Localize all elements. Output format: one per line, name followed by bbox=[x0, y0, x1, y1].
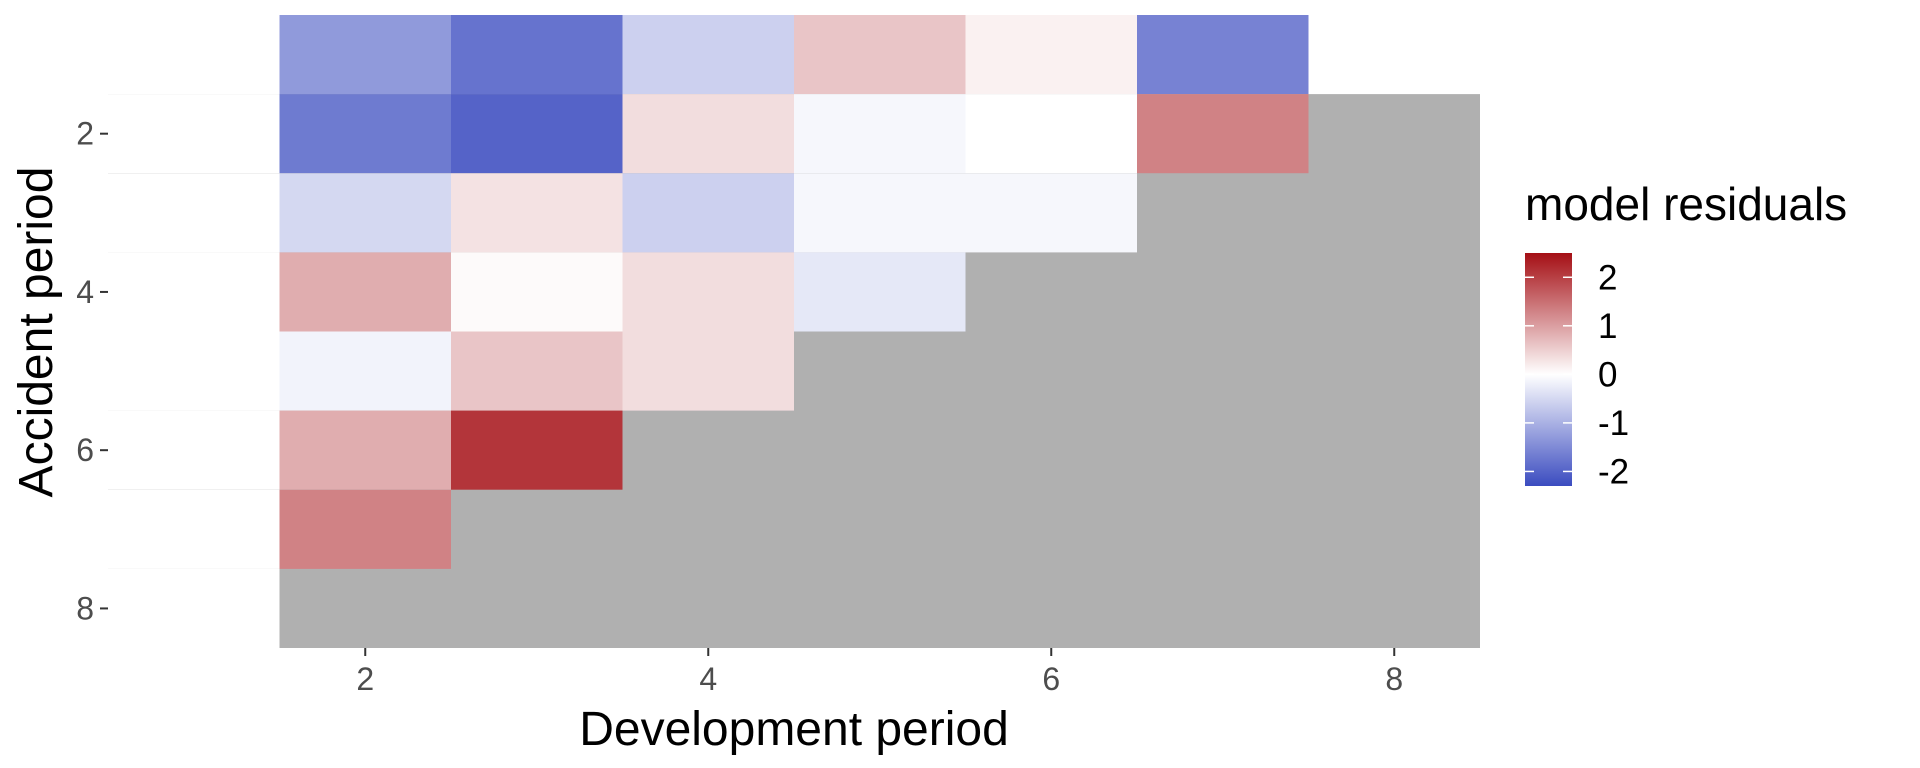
y-tick-label: 6 bbox=[76, 432, 94, 468]
heatmap-cell-dev1-acc5 bbox=[108, 331, 280, 411]
y-axis: 2 4 6 8 bbox=[76, 116, 108, 626]
heatmap-cell-dev2-acc6 bbox=[279, 410, 451, 490]
legend-break-label: -2 bbox=[1598, 452, 1629, 491]
heatmap-cell-dev2-acc3 bbox=[279, 173, 451, 253]
heatmap-cell-dev1-acc6 bbox=[108, 410, 280, 490]
x-axis: 2 4 6 8 bbox=[356, 648, 1403, 697]
heatmap-cell-dev5-acc4 bbox=[794, 252, 966, 332]
heatmap-cell-dev1-acc2 bbox=[108, 94, 280, 174]
heatmap-cells bbox=[108, 15, 1480, 648]
heatmap-cell-dev1-acc7 bbox=[108, 489, 280, 569]
heatmap-cell-dev3-acc3 bbox=[451, 173, 623, 253]
heatmap-cell-dev4-acc5 bbox=[622, 331, 794, 411]
heatmap-cell-dev3-acc2 bbox=[451, 94, 623, 174]
heatmap-cell-dev6-acc1 bbox=[965, 15, 1137, 95]
legend-title: model residuals bbox=[1525, 178, 1847, 230]
x-tick-label: 2 bbox=[356, 661, 374, 697]
heatmap-cell-dev1-acc4 bbox=[108, 252, 280, 332]
y-tick-label: 4 bbox=[76, 274, 94, 310]
y-tick-label: 2 bbox=[76, 116, 94, 152]
legend-ticks: 2 1 0 -1 -2 bbox=[1525, 258, 1629, 491]
heatmap-cell-dev6-acc3 bbox=[965, 173, 1137, 253]
legend-break-label: -1 bbox=[1598, 404, 1629, 443]
legend-break-label: 1 bbox=[1598, 307, 1617, 346]
x-tick-label: 6 bbox=[1042, 661, 1060, 697]
heatmap-cell-dev5-acc1 bbox=[794, 15, 966, 95]
heatmap-cell-dev3-acc4 bbox=[451, 252, 623, 332]
heatmap-cell-dev2-acc4 bbox=[279, 252, 451, 332]
heatmap-cell-dev4-acc4 bbox=[622, 252, 794, 332]
heatmap-cell-dev7-acc2 bbox=[1137, 94, 1309, 174]
y-tick-label: 8 bbox=[76, 590, 94, 626]
heatmap-cell-dev2-acc7 bbox=[279, 489, 451, 569]
heatmap-cell-dev1-acc1 bbox=[108, 15, 280, 95]
heatmap-cell-dev1-acc8 bbox=[108, 568, 280, 648]
x-axis-title: Development period bbox=[579, 703, 1009, 756]
heatmap-cell-dev8-acc1 bbox=[1308, 15, 1480, 95]
x-tick-label: 8 bbox=[1385, 661, 1403, 697]
heatmap-cell-dev2-acc1 bbox=[279, 15, 451, 95]
y-axis-title: Accident period bbox=[10, 167, 63, 498]
legend-break-label: 0 bbox=[1598, 355, 1617, 394]
heatmap-cell-dev6-acc2 bbox=[965, 94, 1137, 174]
heatmap-cell-dev5-acc2 bbox=[794, 94, 966, 174]
heatmap-cell-dev4-acc1 bbox=[622, 15, 794, 95]
x-tick-label: 4 bbox=[699, 661, 717, 697]
legend-colorbar bbox=[1525, 253, 1572, 486]
heatmap-cell-dev3-acc6 bbox=[451, 410, 623, 490]
heatmap-cell-dev3-acc1 bbox=[451, 15, 623, 95]
heatmap-cell-dev2-acc5 bbox=[279, 331, 451, 411]
heatmap-cell-dev4-acc3 bbox=[622, 173, 794, 253]
heatmap-cell-dev1-acc3 bbox=[108, 173, 280, 253]
heatmap-cell-dev4-acc2 bbox=[622, 94, 794, 174]
heatmap-cell-dev2-acc2 bbox=[279, 94, 451, 174]
heatmap-cell-dev5-acc3 bbox=[794, 173, 966, 253]
heatmap-cell-dev7-acc1 bbox=[1137, 15, 1309, 95]
legend: model residuals 2 1 0 -1 -2 bbox=[1525, 178, 1847, 491]
heatmap-cell-dev3-acc5 bbox=[451, 331, 623, 411]
legend-break-label: 2 bbox=[1598, 258, 1617, 297]
